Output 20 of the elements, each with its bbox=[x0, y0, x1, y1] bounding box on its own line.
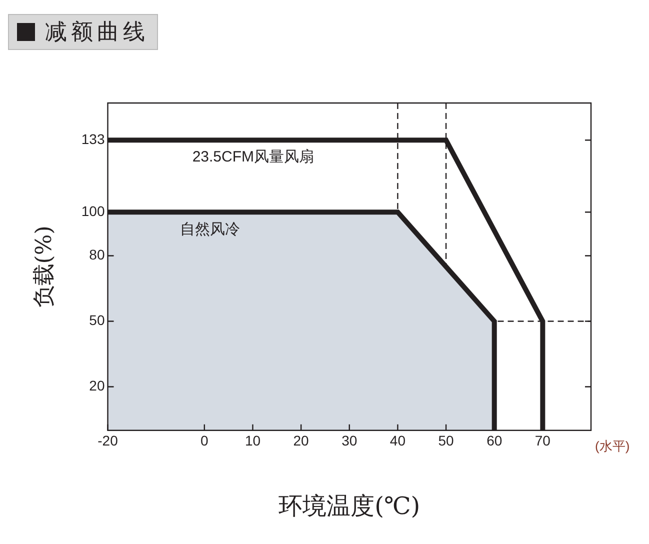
y-tick-label: 20 bbox=[89, 378, 105, 394]
series-label: 23.5CFM风量风扇 bbox=[192, 148, 314, 166]
series-label: 自然风冷 bbox=[180, 220, 240, 238]
x-tick-label: 60 bbox=[486, 432, 502, 449]
x-axis-title: 环境温度(℃) bbox=[278, 492, 420, 520]
y-tick-label: 80 bbox=[89, 246, 105, 263]
x-tick-label: -20 bbox=[98, 432, 118, 449]
x-tick-label: 30 bbox=[342, 432, 358, 449]
x-tick-label: 70 bbox=[534, 432, 551, 449]
x-tick-label: 40 bbox=[390, 432, 406, 449]
y-tick-label: 133 bbox=[81, 130, 105, 147]
x-tick-label: 0 bbox=[200, 432, 209, 449]
y-tick-label: 50 bbox=[89, 312, 105, 328]
x-tick-label: 20 bbox=[293, 432, 310, 449]
chart-title: 减额曲线 bbox=[45, 19, 149, 47]
y-axis-title: 负载(%) bbox=[32, 226, 57, 308]
x-tick-label: 50 bbox=[438, 432, 454, 449]
text: (水平) bbox=[595, 438, 630, 454]
y-tick-label: 100 bbox=[81, 202, 105, 219]
x-tick-label: 10 bbox=[244, 432, 261, 449]
